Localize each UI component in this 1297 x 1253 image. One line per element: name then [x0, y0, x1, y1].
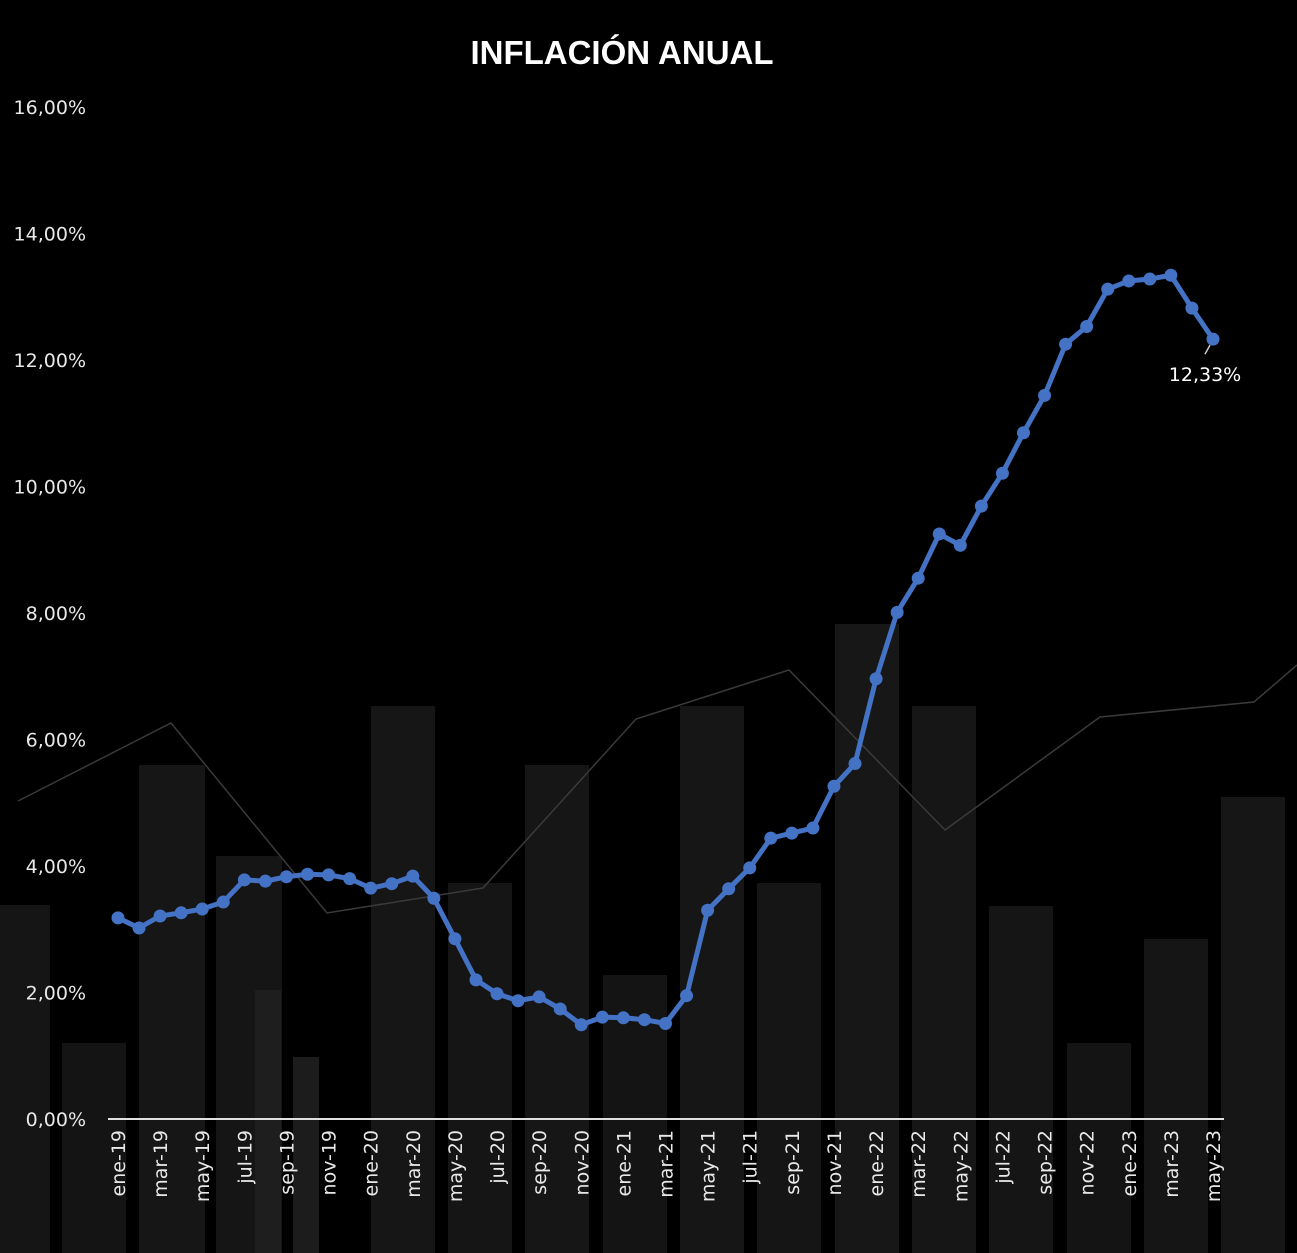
data-point [1059, 337, 1073, 351]
data-point [322, 868, 336, 882]
x-tick-label: ene-22 [866, 1130, 888, 1196]
data-point [680, 989, 694, 1003]
x-tick-label: sep-19 [276, 1130, 298, 1195]
x-tick-label: mar-23 [1161, 1130, 1183, 1198]
data-point [932, 527, 946, 541]
data-point [574, 1018, 588, 1032]
data-point [1080, 319, 1094, 333]
data-point [722, 882, 736, 896]
y-tick-label: 16,00% [14, 97, 86, 119]
data-point [1206, 332, 1220, 346]
data-point [659, 1016, 672, 1030]
x-tick-label: ene-21 [613, 1130, 635, 1196]
y-tick-label: 12,00% [14, 350, 86, 372]
data-point [469, 973, 483, 987]
data-point [532, 990, 546, 1004]
data-point [701, 903, 715, 917]
data-point [237, 873, 251, 887]
chart-title: INFLACIÓN ANUAL [470, 34, 773, 71]
x-tick-label: jul-22 [992, 1130, 1014, 1185]
data-point [1038, 388, 1052, 402]
data-point [301, 867, 315, 881]
data-point [279, 870, 293, 884]
data-label-leader [1204, 344, 1211, 355]
x-tick-label: nov-21 [824, 1130, 846, 1195]
data-point [258, 874, 272, 888]
x-tick-label: sep-21 [782, 1130, 804, 1195]
data-point [153, 909, 167, 923]
data-point [890, 605, 904, 619]
y-tick-label: 10,00% [14, 477, 86, 499]
x-tick-label: may-21 [698, 1130, 720, 1202]
data-point [174, 906, 188, 920]
x-tick-label: mar-22 [908, 1130, 930, 1198]
x-tick-label: may-23 [1203, 1130, 1225, 1202]
data-point [553, 1002, 567, 1016]
data-point [1185, 301, 1199, 315]
data-point [974, 499, 988, 513]
x-tick-label: ene-19 [108, 1130, 130, 1196]
data-point [637, 1013, 651, 1027]
data-point [995, 466, 1009, 480]
data-point [1122, 274, 1136, 288]
data-point [111, 911, 125, 925]
data-point [1164, 268, 1178, 282]
data-point [743, 861, 757, 875]
y-tick-label: 2,00% [26, 983, 86, 1005]
y-tick-label: 4,00% [26, 856, 86, 878]
data-point [869, 672, 883, 686]
data-point [490, 987, 504, 1001]
y-tick-label: 0,00% [26, 1109, 86, 1131]
x-tick-label: sep-20 [529, 1130, 551, 1195]
x-tick-label: mar-20 [403, 1130, 425, 1198]
x-tick-label: jul-19 [234, 1130, 256, 1185]
data-point [785, 826, 799, 840]
data-point [1101, 282, 1115, 296]
x-tick-label: mar-19 [150, 1130, 172, 1198]
x-tick-label: jul-20 [487, 1130, 509, 1185]
data-point [132, 921, 146, 935]
data-point [827, 779, 841, 793]
data-point [595, 1010, 609, 1024]
data-point [427, 891, 441, 905]
data-point [911, 571, 925, 585]
y-tick-label: 14,00% [14, 224, 86, 246]
x-tick-label: ene-23 [1119, 1130, 1141, 1196]
y-tick-label: 6,00% [26, 730, 86, 752]
data-point [848, 757, 862, 771]
x-tick-label: may-20 [445, 1130, 467, 1202]
data-point [343, 872, 357, 886]
x-tick-label: may-19 [192, 1130, 214, 1202]
x-tick-label: ene-20 [361, 1130, 383, 1196]
x-tick-label: jul-21 [740, 1130, 762, 1185]
x-tick-label: may-22 [950, 1130, 972, 1202]
data-point [385, 877, 399, 891]
data-point [448, 932, 462, 946]
x-tick-label: mar-21 [656, 1130, 678, 1198]
data-point [953, 538, 967, 552]
y-tick-label: 8,00% [26, 603, 86, 625]
data-point [511, 994, 525, 1008]
x-tick-label: nov-19 [319, 1130, 341, 1195]
data-point [216, 895, 230, 909]
data-label: 12,33% [1169, 364, 1241, 386]
data-point [195, 902, 209, 916]
x-tick-label: sep-22 [1035, 1130, 1057, 1195]
data-point [406, 869, 420, 883]
data-point [1143, 272, 1157, 286]
x-tick-label: nov-22 [1077, 1130, 1099, 1195]
data-point [616, 1011, 630, 1025]
x-tick-label: nov-20 [571, 1130, 593, 1195]
data-point [364, 881, 378, 895]
data-point [1016, 426, 1030, 440]
data-point [764, 831, 778, 845]
data-point [806, 821, 820, 835]
